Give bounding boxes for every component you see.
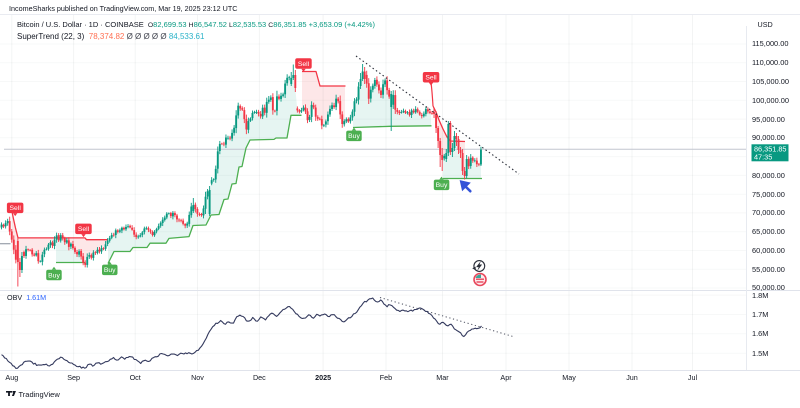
svg-text:Sell: Sell (298, 61, 310, 68)
svg-text:Buy: Buy (348, 133, 360, 140)
svg-text:Buy: Buy (436, 182, 448, 189)
svg-text:86,351.85: 86,351.85 (754, 145, 786, 154)
svg-text:Buy: Buy (104, 267, 116, 274)
svg-text:Sell: Sell (425, 75, 437, 82)
svg-text:Buy: Buy (48, 272, 60, 279)
svg-text:Sell: Sell (10, 205, 22, 212)
svg-text:47:35: 47:35 (754, 153, 772, 162)
svg-text:Sell: Sell (78, 226, 90, 233)
